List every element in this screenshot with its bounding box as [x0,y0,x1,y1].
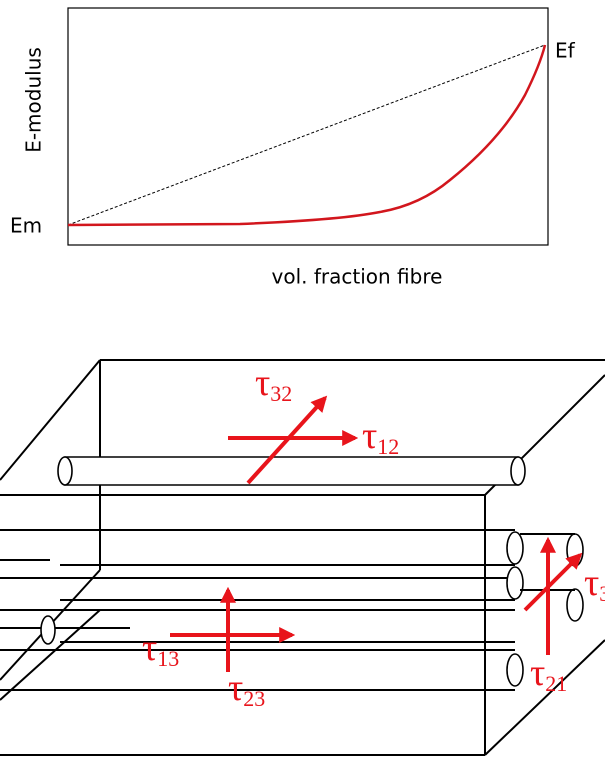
stress-subscript: 21 [545,671,567,696]
fibre-end [506,653,524,687]
fibre-end [510,456,526,486]
stress-symbol: τ [228,667,243,709]
stress-subscript: 13 [157,646,179,671]
fibre [64,456,519,486]
stress-symbol: τ [584,562,599,604]
arrow [523,552,583,612]
stress-label: τ32 [255,362,292,406]
fibre-end [506,531,524,565]
stress-arrows [170,395,583,672]
stress-subscript: 31 [599,581,605,606]
stress-subscript: 32 [270,381,292,406]
stress-subscript: 23 [243,686,265,711]
low-label: Em [10,214,42,238]
stress-label: τ23 [228,667,265,711]
fibre-end [40,615,56,645]
stress-symbol: τ [142,627,157,669]
x-label: vol. fraction fibre [272,265,443,289]
fibre-end [57,456,73,486]
stress-label: τ21 [530,652,567,696]
arrow [246,395,328,485]
stress-label: τ31 [584,562,605,606]
stress-symbol: τ [255,362,270,404]
modulus-curve [67,44,547,227]
stress-label: τ13 [142,627,179,671]
stress-label: τ12 [362,415,399,459]
fibre-end [506,566,524,600]
plot-frame [67,7,549,246]
linear-bound [67,44,546,226]
y-label: E-modulus [22,47,46,153]
fibre-lines [0,529,515,691]
plot: E-modulus Em Ef vol. fraction fibre [10,7,576,289]
stress-subscript: 12 [377,434,399,459]
high-label: Ef [555,39,576,63]
stress-symbol: τ [362,415,377,457]
stress-symbol: τ [530,652,545,694]
fibre-end [566,588,584,622]
composite-block [0,359,605,756]
